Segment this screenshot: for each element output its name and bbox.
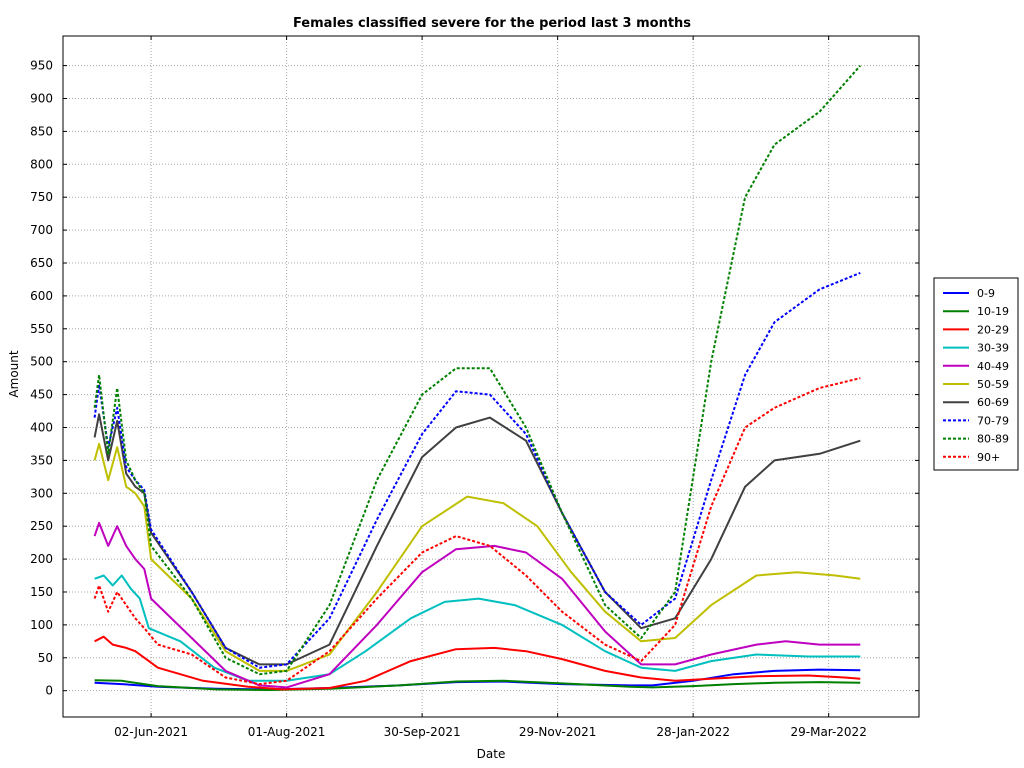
y-tick-label: 700 <box>30 223 53 237</box>
x-tick-label: 28-Jan-2022 <box>656 725 730 739</box>
chart-title: Females classified severe for the period… <box>293 16 691 31</box>
x-tick-label: 29-Nov-2021 <box>519 725 597 739</box>
grid <box>63 36 919 717</box>
series-lines <box>93 64 862 691</box>
y-tick-label: 250 <box>30 519 53 533</box>
series-line-60-69 <box>93 413 861 666</box>
legend-entry-label: 10-19 <box>977 305 1009 318</box>
legend-entry-label: 90+ <box>977 451 1000 464</box>
legend-entry-label: 0-9 <box>977 287 995 300</box>
x-tick-label: 29-Mar-2022 <box>790 725 866 739</box>
series-line-90plus <box>93 377 861 686</box>
y-tick-label: 100 <box>30 618 53 632</box>
y-tick-label: 300 <box>30 486 53 500</box>
y-tick-label: 600 <box>30 289 53 303</box>
x-tick-label: 01-Aug-2021 <box>248 725 326 739</box>
series-line-0-9 <box>94 668 861 691</box>
y-tick-label: 450 <box>30 388 53 402</box>
series-line-50-59 <box>93 442 861 672</box>
y-tick-label: 900 <box>30 92 53 106</box>
y-tick-label: 400 <box>30 420 53 434</box>
legend-entry-label: 80-89 <box>977 433 1009 446</box>
y-axis-ticks: 0 50 100 150 200 250 300 350 400 450 500 550 600 650 7… <box>30 59 919 698</box>
y-tick-label: 500 <box>30 355 53 369</box>
series-line-40-49 <box>93 521 861 689</box>
series-line-20-29 <box>94 635 861 691</box>
series-line-10-19 <box>94 679 861 691</box>
x-tick-label: 30-Sep-2021 <box>384 725 461 739</box>
y-tick-label: 850 <box>30 124 53 138</box>
y-tick-label: 350 <box>30 453 53 467</box>
legend: 0-9 10-19 20-29 30-39 40-49 50-59 60-69 70-79 80… <box>933 277 1019 471</box>
y-tick-label: 750 <box>30 190 53 204</box>
y-tick-label: 800 <box>30 157 53 171</box>
legend-entry-label: 20-29 <box>977 323 1009 336</box>
y-tick-label: 150 <box>30 585 53 599</box>
x-axis-label: Date <box>477 747 506 761</box>
y-tick-label: 950 <box>30 59 53 73</box>
legend-entry-label: 70-79 <box>977 414 1009 427</box>
legend-entry-label: 60-69 <box>977 396 1009 409</box>
plot-area-frame <box>62 35 920 718</box>
series-line-70-79 <box>93 271 861 669</box>
x-axis-ticks: 02-Jun-2021 01-Aug-2021 30-Sep-2021 29-Nov-… <box>114 36 867 739</box>
y-tick-label: 650 <box>30 256 53 270</box>
legend-entry-label: 50-59 <box>977 378 1009 391</box>
y-axis-label: Amount <box>7 350 21 397</box>
legend-entry-label: 30-39 <box>977 342 1009 355</box>
series-line-30-39 <box>94 574 861 682</box>
y-tick-label: 0 <box>45 684 53 698</box>
y-tick-label: 550 <box>30 322 53 336</box>
legend-entry-label: 40-49 <box>977 360 1009 373</box>
y-tick-label: 200 <box>30 552 53 566</box>
x-tick-label: 02-Jun-2021 <box>114 725 188 739</box>
y-tick-label: 50 <box>38 651 53 665</box>
